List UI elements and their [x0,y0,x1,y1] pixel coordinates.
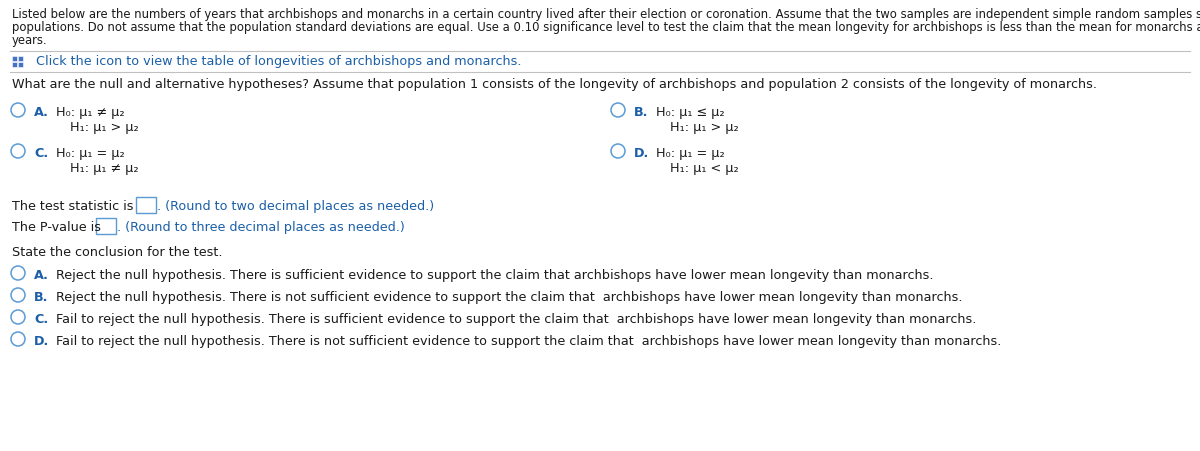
Text: Fail to reject the null hypothesis. There is not sufficient evidence to support : Fail to reject the null hypothesis. Ther… [56,334,1001,347]
Text: C.: C. [34,312,48,325]
Text: . (Round to three decimal places as needed.): . (Round to three decimal places as need… [118,221,404,234]
Text: A.: A. [34,106,49,119]
Text: B.: B. [634,106,648,119]
Text: H₀: μ₁ ≤ μ₂: H₀: μ₁ ≤ μ₂ [656,106,725,119]
Text: D.: D. [34,334,49,347]
Text: State the conclusion for the test.: State the conclusion for the test. [12,245,222,258]
Text: H₀: μ₁ = μ₂: H₀: μ₁ = μ₂ [656,147,725,160]
Text: H₁: μ₁ < μ₂: H₁: μ₁ < μ₂ [670,161,739,175]
Text: The P-value is: The P-value is [12,221,106,234]
Text: A.: A. [34,268,49,281]
Text: H₀: μ₁ ≠ μ₂: H₀: μ₁ ≠ μ₂ [56,106,125,119]
FancyBboxPatch shape [136,198,156,213]
Text: H₀: μ₁ = μ₂: H₀: μ₁ = μ₂ [56,147,125,160]
FancyBboxPatch shape [96,219,116,235]
Text: What are the null and alternative hypotheses? Assume that population 1 consists : What are the null and alternative hypoth… [12,78,1097,91]
Bar [12,57,17,62]
Bar [12,63,17,68]
Text: Listed below are the numbers of years that archbishops and monarchs in a certain: Listed below are the numbers of years th… [12,8,1200,21]
Text: years.: years. [12,34,48,47]
Text: The test statistic is: The test statistic is [12,199,138,212]
Text: Fail to reject the null hypothesis. There is sufficient evidence to support the : Fail to reject the null hypothesis. Ther… [56,312,977,325]
Text: H₁: μ₁ ≠ μ₂: H₁: μ₁ ≠ μ₂ [70,161,139,175]
Text: H₁: μ₁ > μ₂: H₁: μ₁ > μ₂ [70,121,139,133]
Bar [18,57,23,62]
Text: Reject the null hypothesis. There is sufficient evidence to support the claim th: Reject the null hypothesis. There is suf… [56,268,934,281]
Text: Click the icon to view the table of longevities of archbishops and monarchs.: Click the icon to view the table of long… [28,55,522,68]
Text: H₁: μ₁ > μ₂: H₁: μ₁ > μ₂ [670,121,739,133]
Text: . (Round to two decimal places as needed.): . (Round to two decimal places as needed… [157,199,434,212]
Text: populations. Do not assume that the population standard deviations are equal. Us: populations. Do not assume that the popu… [12,21,1200,34]
Text: D.: D. [634,147,649,160]
Bar [18,63,23,68]
Text: B.: B. [34,290,48,304]
Text: C.: C. [34,147,48,160]
Text: Reject the null hypothesis. There is not sufficient evidence to support the clai: Reject the null hypothesis. There is not… [56,290,962,304]
